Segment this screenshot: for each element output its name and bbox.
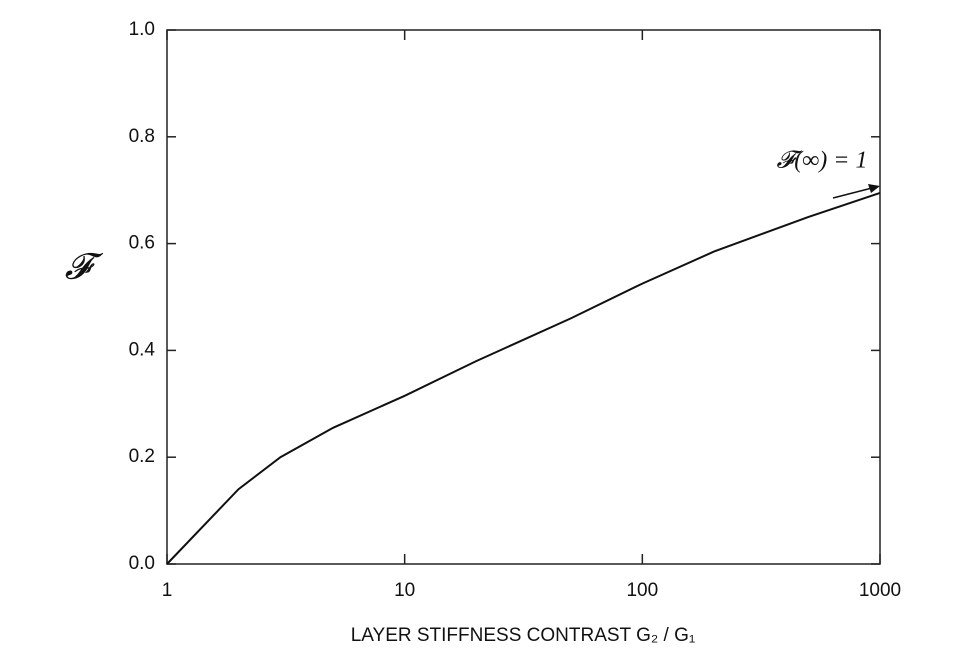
x-tick-label: 1 (162, 580, 173, 601)
annotation: 𝓕(∞) = 1 (776, 148, 867, 174)
annotation-arrow (832, 187, 873, 199)
y-tick-label: 1.0 (129, 19, 155, 40)
y-tick-label: 0.8 (129, 126, 155, 147)
x-tick-label: 100 (626, 580, 658, 601)
annotation-arrowhead (868, 184, 880, 193)
y-tick-label: 0.4 (129, 339, 156, 360)
line (166, 191, 881, 565)
x-tick-label: 1000 (859, 580, 901, 601)
x-tick-label: 10 (394, 580, 415, 601)
plot-frame (166, 29, 881, 565)
y-tick-label: 0.2 (129, 446, 155, 467)
y-tick-label: 0.6 (129, 233, 155, 254)
x-axis-label: LAYER STIFFNESS CONTRAST G₂ / G₁ (351, 625, 696, 646)
y-axis-label: 𝓕 (65, 246, 104, 286)
y-tick-label: 0.0 (129, 553, 155, 574)
